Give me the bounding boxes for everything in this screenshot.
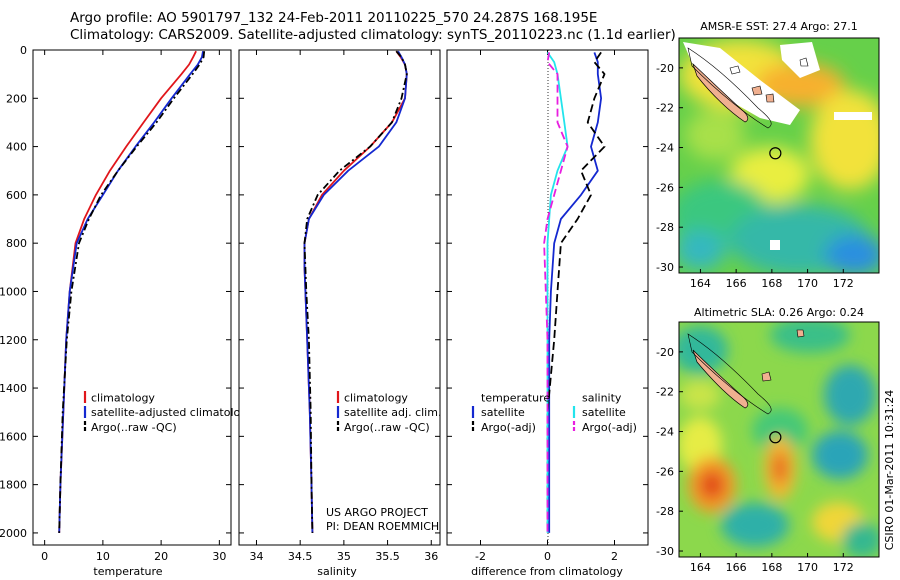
pi-annotation: PI: DEAN ROEMMICH — [326, 520, 439, 533]
salinity-axes-frame — [238, 49, 441, 546]
salinity-lines — [303, 50, 408, 533]
figure-title-line1: Argo profile: AO 5901797_132 24-Feb-2011… — [70, 10, 598, 26]
sla-map-title: Altimetric SLA: 0.26 Argo: 0.24 — [694, 306, 864, 319]
legend-label-temp-argo: Argo(-adj) — [481, 421, 536, 434]
map-x-tick-label: 172 — [833, 561, 854, 574]
map-x-tick-label: 168 — [761, 561, 782, 574]
legend-label-sal-argo: Argo(-adj) — [582, 421, 637, 434]
series-line-satellite-adj-clim — [303, 50, 408, 533]
temperature-ticks: 0 10 20 30 0 200 400 600 800 1000 1200 1400 1600 1800… — [0, 44, 231, 563]
legend-label-temp-satellite: satellite — [481, 406, 525, 419]
legend-label-sal-satellite: satellite — [582, 406, 626, 419]
map-y-tick-label: -26 — [656, 465, 674, 478]
figure-title-line2: Climatology: CARS2009. Satellite-adjuste… — [70, 27, 676, 43]
map-x-tick-label: 170 — [797, 277, 818, 290]
series-line-salinity-satellite — [546, 51, 569, 533]
difference-ticks: -2 0 2 — [447, 49, 648, 563]
sla-map-field — [679, 322, 879, 557]
sla-float-location-marker — [769, 431, 782, 444]
map-y-tick-label: -30 — [656, 261, 674, 274]
salinity-legend: climatology satellite adj. clim. Argo(..… — [336, 391, 441, 434]
sst-map-ticks: 164 166 168 170 172 -20 -22 -24 -26 -28 -30 — [656, 62, 854, 290]
difference-lines — [543, 51, 606, 533]
salinity-panel: 34 34.5 35 35.5 36 salinity climatology sate… — [238, 49, 441, 578]
sla-map-panel: Altimetric SLA: 0.26 Argo: 0.24 — [656, 306, 880, 574]
series-line-argo-raw-qc — [303, 50, 408, 533]
map-x-tick-label: 170 — [797, 561, 818, 574]
sst-map-panel: AMSR-E SST: 27.4 Argo: 27.1 — [656, 20, 880, 290]
legend-heading-salinity: salinity — [582, 392, 622, 405]
temperature-legend: climatology satellite-adjusted climatolo… — [83, 391, 254, 434]
x-tick-label: 30 — [212, 550, 226, 563]
sst-map-field — [679, 38, 879, 273]
x-tick-label: -2 — [475, 550, 486, 563]
legend-label-climatology: climatology — [344, 392, 408, 405]
legend-label-satellite: satellite adj. clim. — [344, 406, 441, 419]
sst-map-frame — [678, 37, 880, 274]
sla-map-frame — [678, 321, 880, 558]
x-tick-label: 34.5 — [288, 550, 313, 563]
map-y-tick-label: -22 — [656, 386, 674, 399]
map-y-tick-label: -20 — [656, 346, 674, 359]
sst-map-title: AMSR-E SST: 27.4 Argo: 27.1 — [700, 20, 858, 33]
series-line-temperature-argo-adj — [546, 51, 606, 533]
map-y-tick-label: -20 — [656, 62, 674, 75]
sst-float-location-marker — [769, 147, 782, 160]
difference-xlabel: difference from climatology — [471, 565, 623, 578]
y-tick-label: 200 — [6, 92, 27, 105]
salinity-ticks: 34 34.5 35 35.5 36 — [239, 49, 440, 563]
x-tick-label: 0 — [544, 550, 551, 563]
map-y-tick-label: -22 — [656, 102, 674, 115]
y-tick-label: 600 — [6, 189, 27, 202]
x-tick-label: 34 — [249, 550, 263, 563]
series-line-argo-raw-qc — [58, 51, 206, 533]
map-x-tick-label: 166 — [726, 277, 747, 290]
temperature-axes-frame — [32, 49, 232, 546]
project-annotation: US ARGO PROJECT — [326, 506, 428, 519]
temperature-panel: 0 10 20 30 0 200 400 600 800 1000 1200 1400 1600 1800… — [0, 44, 254, 578]
temperature-xlabel: temperature — [93, 565, 162, 578]
y-tick-label: 1400 — [0, 382, 27, 395]
difference-panel: -2 0 2 difference from climatology tempera… — [446, 49, 649, 578]
y-tick-label: 1800 — [0, 479, 27, 492]
x-tick-label: 20 — [154, 550, 168, 563]
y-tick-label: 400 — [6, 141, 27, 154]
map-y-tick-label: -28 — [656, 505, 674, 518]
x-tick-label: 2 — [611, 550, 618, 563]
temperature-lines — [58, 50, 206, 533]
y-tick-label: 1600 — [0, 430, 27, 443]
series-line-temperature-satellite — [548, 52, 602, 533]
difference-legend: temperature satellite Argo(-adj) salinit… — [471, 392, 637, 434]
y-tick-label: 800 — [6, 237, 27, 250]
series-line-salinity-argo-adj — [543, 52, 569, 533]
map-y-tick-label: -24 — [656, 426, 674, 439]
x-tick-label: 35 — [337, 550, 351, 563]
legend-label-satellite: satellite-adjusted climatology — [91, 406, 254, 419]
map-x-tick-label: 166 — [726, 561, 747, 574]
y-tick-label: 1000 — [0, 285, 27, 298]
map-x-tick-label: 172 — [833, 277, 854, 290]
map-x-tick-label: 164 — [690, 277, 711, 290]
map-y-tick-label: -24 — [656, 142, 674, 155]
x-tick-label: 35.5 — [375, 550, 400, 563]
map-y-tick-label: -30 — [656, 545, 674, 558]
map-x-tick-label: 164 — [690, 561, 711, 574]
salinity-xlabel: salinity — [317, 565, 357, 578]
y-tick-label: 0 — [20, 44, 27, 57]
legend-label-climatology: climatology — [91, 392, 155, 405]
footer-timestamp: CSIRO 01-Mar-2011 10:31:24 — [883, 390, 896, 551]
y-tick-label: 2000 — [0, 527, 27, 540]
y-tick-label: 1200 — [0, 334, 27, 347]
x-tick-label: 10 — [96, 550, 110, 563]
map-y-tick-label: -28 — [656, 221, 674, 234]
legend-label-argo: Argo(..raw -QC) — [344, 421, 430, 434]
x-tick-label: 0 — [41, 550, 48, 563]
legend-heading-temperature: temperature — [481, 392, 550, 405]
sla-map-ticks: 164 166 168 170 172 -20 -22 -24 -26 -28 -30 — [656, 346, 854, 574]
legend-label-argo: Argo(..raw -QC) — [91, 421, 177, 434]
x-tick-label: 36 — [424, 550, 438, 563]
map-y-tick-label: -26 — [656, 181, 674, 194]
map-x-tick-label: 168 — [761, 277, 782, 290]
